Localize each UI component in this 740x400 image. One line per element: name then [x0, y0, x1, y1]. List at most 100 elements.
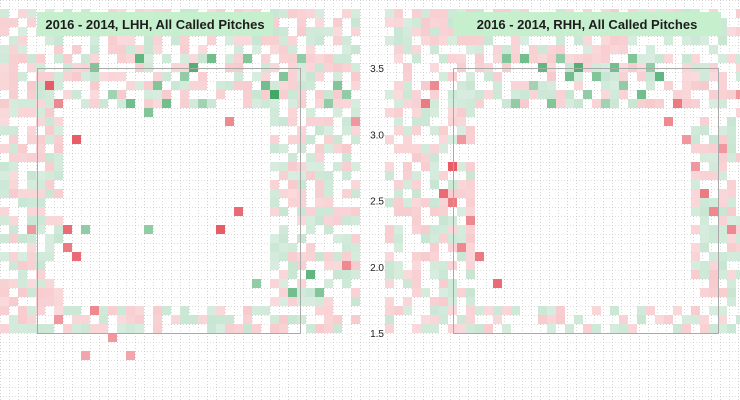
heatmap-cell-tint: [9, 216, 18, 225]
heatmap-cell-tint: [261, 63, 270, 72]
heatmap-cell: [144, 108, 153, 117]
heatmap-cell-tint: [81, 99, 90, 108]
heatmap-cell-tint: [556, 315, 565, 324]
heatmap-cell-tint: [439, 135, 448, 144]
heatmap-cell-tint: [718, 54, 727, 63]
heatmap-cell-tint: [27, 315, 36, 324]
heatmap-cell-tint: [700, 126, 709, 135]
heatmap-cell-tint: [0, 27, 9, 36]
heatmap-cell-tint: [9, 297, 18, 306]
heatmap-cell-tint: [484, 324, 493, 333]
heatmap-cell: [198, 99, 207, 108]
heatmap-cell-tint: [421, 81, 430, 90]
heatmap-cell: [45, 81, 54, 90]
heatmap-cell-tint: [736, 63, 740, 72]
heatmap-cell: [288, 288, 297, 297]
heatmap-cell-tint: [297, 171, 306, 180]
heatmap-cell-tint: [306, 45, 315, 54]
heatmap-cell-tint: [421, 162, 430, 171]
heatmap-cell-tint: [430, 18, 439, 27]
heatmap-cell-tint: [225, 63, 234, 72]
heatmap-cell: [54, 99, 63, 108]
heatmap-cell-tint: [556, 36, 565, 45]
heatmap-cell-tint: [153, 36, 162, 45]
heatmap-cell-tint: [727, 207, 736, 216]
heatmap-cell-tint: [547, 63, 556, 72]
heatmap-cell: [691, 162, 700, 171]
heatmap-cell-tint: [27, 306, 36, 315]
heatmap-cell-tint: [81, 324, 90, 333]
heatmap-cell-tint: [45, 153, 54, 162]
heatmap-cell: [144, 225, 153, 234]
heatmap-cell-tint: [81, 54, 90, 63]
heatmap-cell-tint: [351, 63, 360, 72]
heatmap-cell-tint: [538, 45, 547, 54]
heatmap-cell-tint: [270, 9, 279, 18]
heatmap-cell-tint: [333, 315, 342, 324]
heatmap-cell-tint: [216, 324, 225, 333]
heatmap-cell-tint: [18, 270, 27, 279]
heatmap-cell-tint: [403, 297, 412, 306]
heatmap-cell-tint: [297, 126, 306, 135]
heatmap-cell-tint: [9, 180, 18, 189]
heatmap-cell-tint: [448, 216, 457, 225]
heatmap-cell-tint: [270, 81, 279, 90]
heatmap-cell-tint: [270, 144, 279, 153]
heatmap-cell-tint: [718, 135, 727, 144]
heatmap-cell-tint: [0, 99, 9, 108]
heatmap-cell-tint: [306, 162, 315, 171]
heatmap-cell-tint: [18, 288, 27, 297]
heatmap-cell-tint: [385, 162, 394, 171]
heatmap-cell: [90, 306, 99, 315]
heatmap-cell-tint: [466, 315, 475, 324]
heatmap-cell-tint: [385, 171, 394, 180]
heatmap-cell-tint: [421, 153, 430, 162]
heatmap-cell-tint: [315, 252, 324, 261]
heatmap-cell-tint: [592, 306, 601, 315]
heatmap-cell-tint: [36, 54, 45, 63]
heatmap-cell-tint: [0, 18, 9, 27]
heatmap-cell-tint: [54, 297, 63, 306]
heatmap-cell-tint: [279, 45, 288, 54]
heatmap-cell-tint: [45, 90, 54, 99]
heatmap-cell: [297, 54, 306, 63]
heatmap-cell-tint: [351, 162, 360, 171]
heatmap-cell-tint: [403, 162, 412, 171]
heatmap-cell-tint: [385, 9, 394, 18]
heatmap-cell-tint: [421, 288, 430, 297]
heatmap-cell-tint: [430, 108, 439, 117]
heatmap-cell-tint: [243, 306, 252, 315]
heatmap-cell-tint: [72, 315, 81, 324]
heatmap-cell: [673, 99, 682, 108]
heatmap-cell-tint: [619, 324, 628, 333]
heatmap-cell-tint: [18, 144, 27, 153]
heatmap-cell-tint: [601, 72, 610, 81]
heatmap-cell-tint: [583, 36, 592, 45]
heatmap-cell-tint: [9, 54, 18, 63]
heatmap-cell-tint: [306, 63, 315, 72]
heatmap-cell-tint: [466, 324, 475, 333]
heatmap-cell: [475, 252, 484, 261]
heatmap-cell-tint: [574, 54, 583, 63]
heatmap-cell-tint: [466, 72, 475, 81]
heatmap-cell-tint: [403, 207, 412, 216]
heatmap-cell-tint: [439, 234, 448, 243]
heatmap-cell-tint: [736, 54, 740, 63]
heatmap-cell-tint: [45, 279, 54, 288]
heatmap-cell-tint: [72, 63, 81, 72]
heatmap-cell: [243, 54, 252, 63]
heatmap-cell-tint: [9, 126, 18, 135]
heatmap-cell-tint: [556, 45, 565, 54]
heatmap-cell: [565, 72, 574, 81]
heatmap-cell: [108, 333, 117, 342]
heatmap-cell-tint: [709, 144, 718, 153]
heatmap-cell-tint: [270, 18, 279, 27]
heatmap-cell-tint: [27, 324, 36, 333]
heatmap-cell-tint: [9, 72, 18, 81]
heatmap-cell-tint: [430, 90, 439, 99]
heatmap-cell-tint: [234, 45, 243, 54]
heatmap-cell-tint: [180, 54, 189, 63]
heatmap-cell-tint: [252, 90, 261, 99]
heatmap-cell-tint: [511, 36, 520, 45]
heatmap-cell-tint: [270, 108, 279, 117]
